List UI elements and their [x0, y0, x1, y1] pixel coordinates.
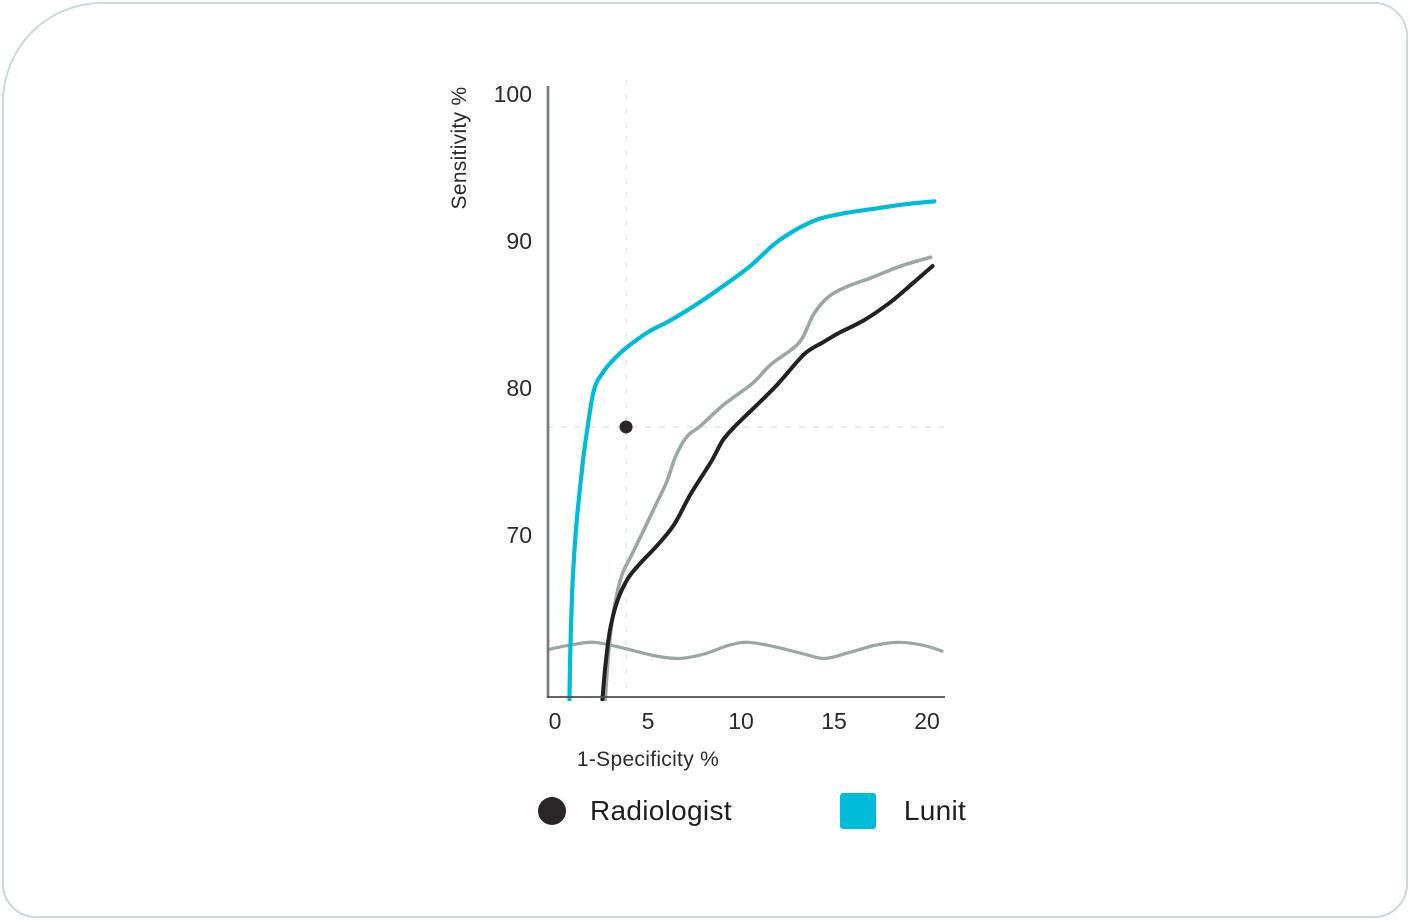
operating-point-dot [619, 420, 633, 434]
legend-label-lunit: Lunit [903, 795, 967, 826]
y-tick-label-1: 90 [506, 228, 532, 254]
legend: Radiologist Lunit [538, 784, 1018, 838]
roc-chart-canvas: 100 90 80 70 0 5 10 15 20 [494, 80, 945, 734]
reader-roc-curve [603, 255, 933, 701]
x-tick-label-3: 15 [821, 708, 847, 734]
x-tick-label-2: 10 [728, 708, 754, 734]
y-axis-label: Sensitivity % [448, 86, 471, 210]
radiologist-swatch-icon [538, 797, 566, 825]
baseline-wave-curve [547, 640, 944, 661]
x-axis-label: 1-Specificity % [576, 748, 720, 771]
legend-item-radiologist: Radiologist [538, 795, 732, 827]
roc-chart: 100 90 80 70 0 5 10 15 20 Sensitivity % 1-Specif… [4, 4, 1406, 916]
y-tick-label-3: 70 [506, 522, 532, 548]
y-tick-label-2: 80 [506, 375, 532, 401]
legend-item-lunit: Lunit [839, 793, 967, 829]
radiologist-roc-curve [600, 264, 935, 701]
x-tick-label-4: 20 [914, 708, 940, 734]
lunit-swatch-icon [839, 793, 876, 829]
x-tick-label-1: 5 [642, 708, 655, 734]
legend-label-radiologist: Radiologist [590, 795, 732, 826]
y-tick-label-0: 100 [494, 81, 532, 107]
lunit-roc-curve [567, 199, 937, 701]
x-tick-label-0: 0 [549, 708, 562, 734]
